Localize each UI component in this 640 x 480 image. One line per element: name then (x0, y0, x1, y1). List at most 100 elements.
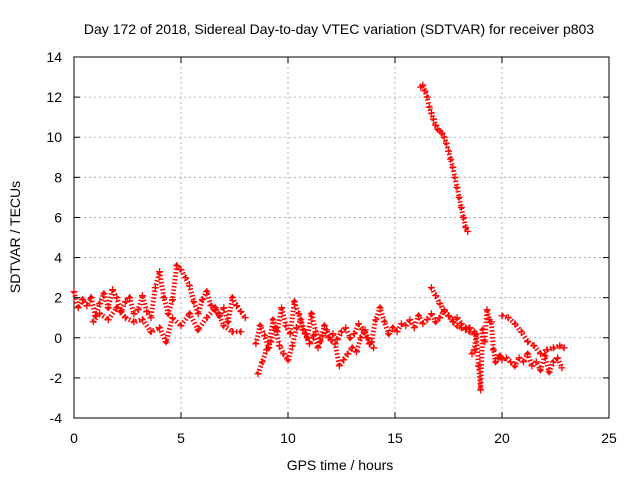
data-point (507, 358, 515, 366)
data-point (113, 294, 121, 302)
data-point (160, 294, 168, 302)
data-point (293, 324, 301, 332)
data-point (515, 354, 523, 362)
data-point (432, 318, 440, 326)
data-trace (253, 299, 476, 351)
data-point (305, 340, 313, 348)
data-point (453, 183, 461, 191)
data-point (393, 328, 401, 336)
data-point (427, 310, 435, 318)
data-point (560, 344, 568, 352)
x-tick-label: 5 (177, 430, 185, 446)
data-point (462, 223, 470, 231)
data-point (554, 354, 562, 362)
y-tick-label: 4 (54, 250, 62, 266)
data-point (423, 93, 431, 101)
data-point (468, 350, 476, 358)
data-point (357, 334, 365, 342)
data-point (224, 318, 232, 326)
data-point (280, 350, 288, 358)
x-tick-label: 15 (387, 430, 403, 446)
data-point (532, 358, 540, 366)
data-point (241, 314, 249, 322)
data-point (237, 328, 245, 336)
data-point (203, 314, 211, 322)
data-point (421, 87, 429, 95)
data-point (348, 344, 356, 352)
data-point (207, 302, 215, 310)
data-point (138, 292, 146, 300)
data-point (419, 320, 427, 328)
data-point (385, 330, 393, 338)
data-point (156, 324, 164, 332)
axis-ticks: 0 5 10 15 20 25 -4 -2 0 2 4 6 8 10 12 14 (46, 49, 617, 446)
data-point (474, 362, 482, 370)
data-point (447, 155, 455, 163)
data-point (186, 282, 194, 290)
data-point (301, 330, 309, 338)
plot-frame (73, 56, 610, 419)
y-tick-label: 12 (46, 89, 62, 105)
data-point (342, 324, 350, 332)
data-point (504, 314, 512, 322)
data-point (256, 322, 264, 330)
data-point (481, 338, 489, 346)
y-tick-label: -4 (50, 410, 63, 426)
data-point (70, 288, 78, 296)
data-point (260, 332, 268, 340)
data-point (432, 292, 440, 300)
data-point (449, 163, 457, 171)
data-point (177, 322, 185, 330)
x-tick-label: 25 (601, 430, 617, 446)
data-point (263, 346, 271, 354)
data-point (496, 352, 504, 360)
data-point (543, 346, 551, 354)
data-point (464, 227, 472, 235)
data-point (483, 306, 491, 314)
data-point (138, 316, 146, 324)
data-point (440, 308, 448, 316)
data-trace (429, 286, 476, 337)
data-point (87, 294, 95, 302)
data-point (472, 330, 480, 338)
data-point (558, 364, 566, 372)
data-point (290, 298, 298, 306)
data-point (445, 312, 452, 320)
data-point (511, 320, 519, 328)
data-point (331, 340, 339, 348)
data-point (130, 310, 138, 318)
y-tick-label: 14 (46, 49, 62, 65)
data-point (211, 304, 219, 312)
data-point (297, 316, 305, 324)
data-point (361, 326, 369, 334)
data-point (96, 300, 104, 308)
y-tick-label: -2 (50, 370, 63, 386)
data-point (455, 193, 463, 201)
data-point (389, 324, 397, 332)
data-point (502, 354, 510, 362)
data-point (275, 342, 283, 350)
data-point (372, 316, 380, 324)
data-point (519, 358, 527, 366)
data-point (310, 332, 318, 340)
data-point (453, 314, 461, 322)
data-point (427, 109, 435, 117)
data-point (147, 328, 155, 336)
data-point (282, 322, 290, 330)
y-tick-label: 6 (54, 209, 62, 225)
data-point (168, 314, 176, 322)
data-point (344, 350, 352, 358)
data-point (479, 326, 487, 334)
data-point (397, 320, 405, 328)
data-point (335, 362, 343, 370)
data-point (333, 336, 341, 344)
data-point (190, 298, 198, 306)
data-point (545, 368, 553, 376)
data-point (173, 262, 181, 270)
y-axis-label: SDTVAR / TECUs (7, 181, 23, 293)
data-point (104, 304, 112, 312)
data-point (83, 302, 91, 310)
data-point (498, 356, 506, 364)
